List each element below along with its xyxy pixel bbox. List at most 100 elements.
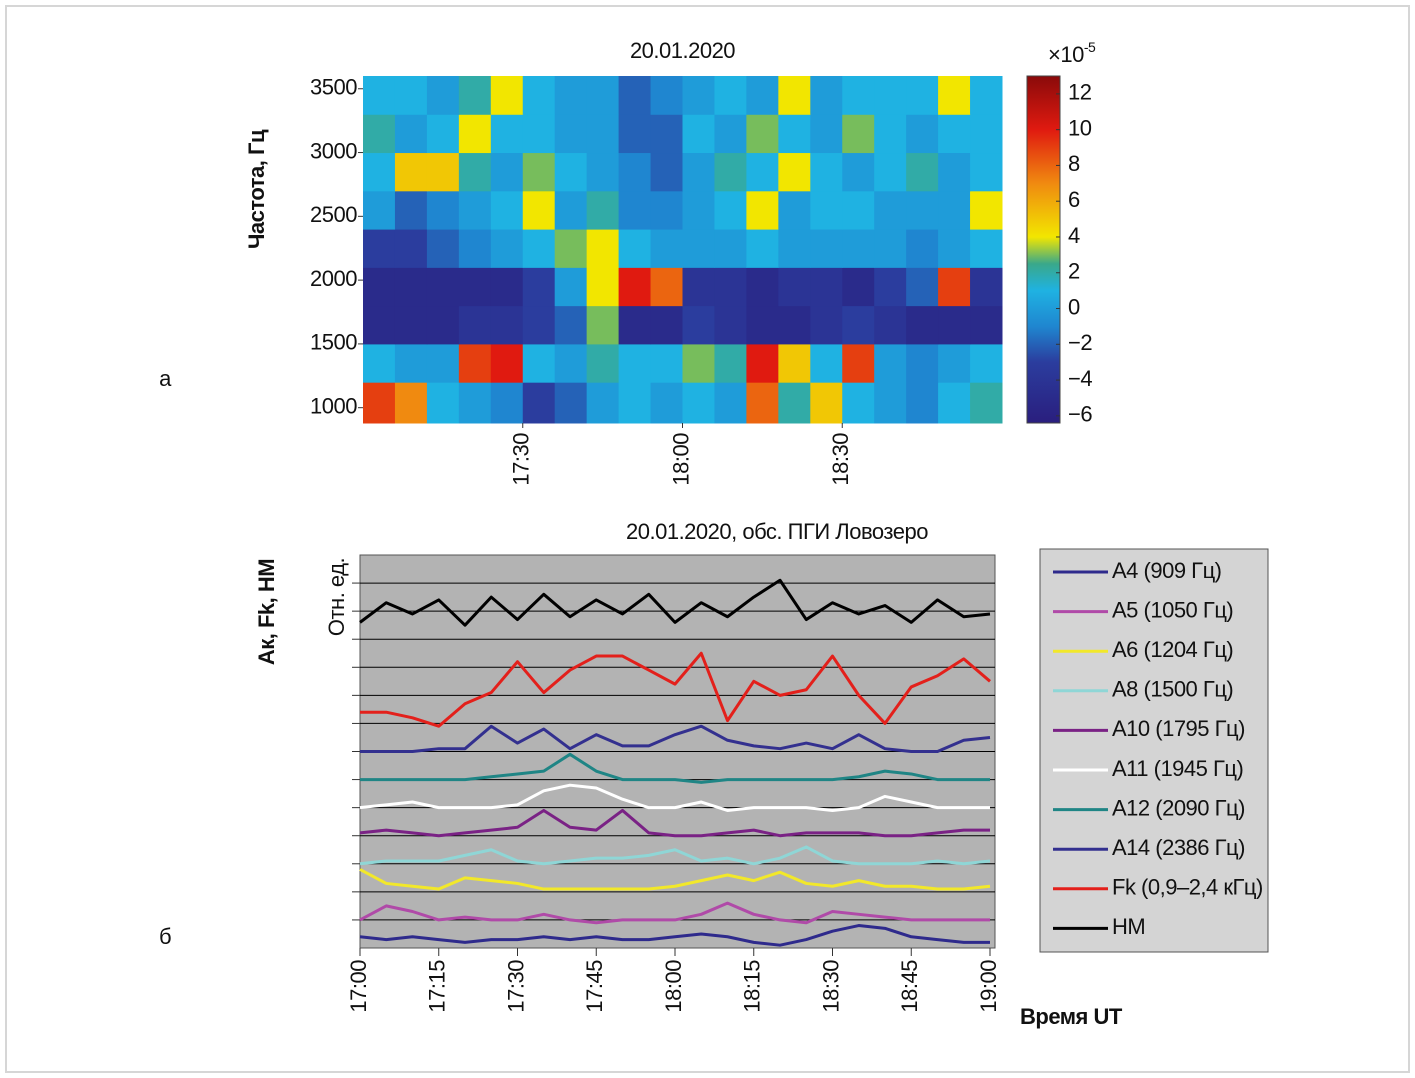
heat-cell bbox=[714, 152, 747, 192]
heat-cell bbox=[426, 382, 460, 424]
heat-cell bbox=[746, 76, 779, 115]
heat-cell bbox=[746, 152, 779, 192]
heat-cell bbox=[490, 267, 524, 307]
x-tick-label: 18:15 bbox=[740, 960, 765, 1013]
heat-cell bbox=[874, 190, 907, 230]
heat-cell bbox=[490, 229, 524, 268]
heat-cell bbox=[650, 152, 683, 192]
heat-cell bbox=[682, 305, 715, 345]
legend-label: A12 (2090 Гц) bbox=[1112, 795, 1245, 820]
heat-cell bbox=[650, 114, 683, 154]
heat-cell bbox=[458, 382, 492, 424]
heat-cell bbox=[906, 229, 939, 268]
heat-cell bbox=[682, 343, 715, 383]
heat-cell bbox=[394, 267, 428, 307]
heat-cell bbox=[778, 114, 811, 154]
colorbar-tick-label: −6 bbox=[1068, 402, 1092, 427]
heat-cell bbox=[874, 114, 907, 154]
heat-cell bbox=[842, 152, 875, 192]
heat-cell bbox=[906, 305, 939, 345]
colorbar-unit-base: ×10 bbox=[1048, 42, 1084, 67]
heat-cell bbox=[842, 229, 875, 268]
colorbar-tick-label: 0 bbox=[1068, 294, 1080, 319]
heat-cell bbox=[554, 343, 588, 383]
series-line bbox=[359, 578, 991, 627]
heat-cell bbox=[650, 343, 683, 383]
colorbar-tick-label: −2 bbox=[1068, 330, 1092, 355]
panel-label: б bbox=[159, 924, 171, 949]
heat-cell bbox=[906, 76, 939, 115]
heat-cell bbox=[618, 305, 652, 345]
legend-label: A6 (1204 Гц) bbox=[1112, 637, 1233, 662]
x-tick-label: 17:30 bbox=[509, 433, 534, 486]
inner-y-label: Отн. ед. bbox=[324, 558, 349, 636]
heat-cell bbox=[714, 267, 747, 307]
heat-cell bbox=[906, 114, 939, 154]
colorbar-tick-label: 2 bbox=[1068, 259, 1080, 284]
heat-cell bbox=[842, 382, 875, 424]
heat-cell bbox=[458, 190, 492, 230]
heat-cell bbox=[426, 190, 460, 230]
heat-cell bbox=[938, 382, 971, 424]
heat-cell bbox=[522, 305, 556, 345]
heat-cell bbox=[618, 382, 652, 424]
colorbar-unit-exponent: -5 bbox=[1084, 39, 1096, 55]
heat-cell bbox=[363, 305, 396, 345]
heat-cell bbox=[522, 267, 556, 307]
heat-cell bbox=[490, 305, 524, 345]
heat-cell bbox=[650, 267, 683, 307]
x-tick-label: 17:45 bbox=[582, 960, 607, 1013]
colorbar-tick-label: −4 bbox=[1068, 366, 1092, 391]
y-tick-label: 2000 bbox=[310, 266, 357, 291]
heat-cell bbox=[426, 114, 460, 154]
heat-cell bbox=[363, 190, 396, 230]
heat-cell bbox=[522, 382, 556, 424]
heat-cell bbox=[682, 114, 715, 154]
heat-cell bbox=[586, 76, 620, 115]
y-tick-label: 3500 bbox=[310, 75, 357, 100]
heat-cell bbox=[458, 305, 492, 345]
legend-label: A8 (1500 Гц) bbox=[1112, 677, 1233, 702]
heat-cell bbox=[490, 343, 524, 383]
heat-cell bbox=[586, 114, 620, 154]
heat-cell bbox=[682, 152, 715, 192]
heat-cell bbox=[394, 382, 428, 424]
colorbar-tick-label: 10 bbox=[1068, 115, 1092, 140]
x-tick-label: 17:30 bbox=[503, 960, 528, 1013]
heat-cell bbox=[363, 76, 396, 115]
heat-cell bbox=[650, 229, 683, 268]
x-tick-label: 17:15 bbox=[425, 960, 450, 1013]
heat-cell bbox=[363, 343, 396, 383]
heat-cell bbox=[426, 229, 460, 268]
colorbar-unit: ×10-5 bbox=[1048, 39, 1096, 67]
heat-cell bbox=[714, 190, 747, 230]
heat-cell bbox=[746, 382, 779, 424]
x-tick-label: 19:00 bbox=[976, 960, 1001, 1013]
heat-cell bbox=[778, 267, 811, 307]
heat-cell bbox=[810, 343, 843, 383]
heat-cell bbox=[938, 305, 971, 345]
x-tick-label: 18:45 bbox=[897, 960, 922, 1013]
heat-cell bbox=[746, 343, 779, 383]
heat-cell bbox=[746, 305, 779, 345]
heat-cell bbox=[874, 343, 907, 383]
heat-cell bbox=[874, 305, 907, 345]
heat-cell bbox=[554, 76, 588, 115]
heat-cell bbox=[618, 114, 652, 154]
y-axis-label: Ак, Fk, HM bbox=[254, 559, 279, 665]
heat-cell bbox=[906, 152, 939, 192]
series-line bbox=[359, 783, 990, 812]
heat-cell bbox=[458, 76, 492, 115]
heat-cell bbox=[970, 76, 1003, 115]
heat-cell bbox=[586, 229, 620, 268]
colorbar-tick-label: 6 bbox=[1068, 187, 1080, 212]
heat-cell bbox=[363, 267, 396, 307]
heat-cell bbox=[970, 382, 1003, 424]
chart-title: 20.01.2020, обс. ПГИ Ловозеро bbox=[626, 519, 928, 544]
heat-cell bbox=[778, 305, 811, 345]
heat-cell bbox=[522, 114, 556, 154]
heat-cell bbox=[554, 114, 588, 154]
heat-cell bbox=[746, 267, 779, 307]
heat-cell bbox=[394, 152, 428, 192]
